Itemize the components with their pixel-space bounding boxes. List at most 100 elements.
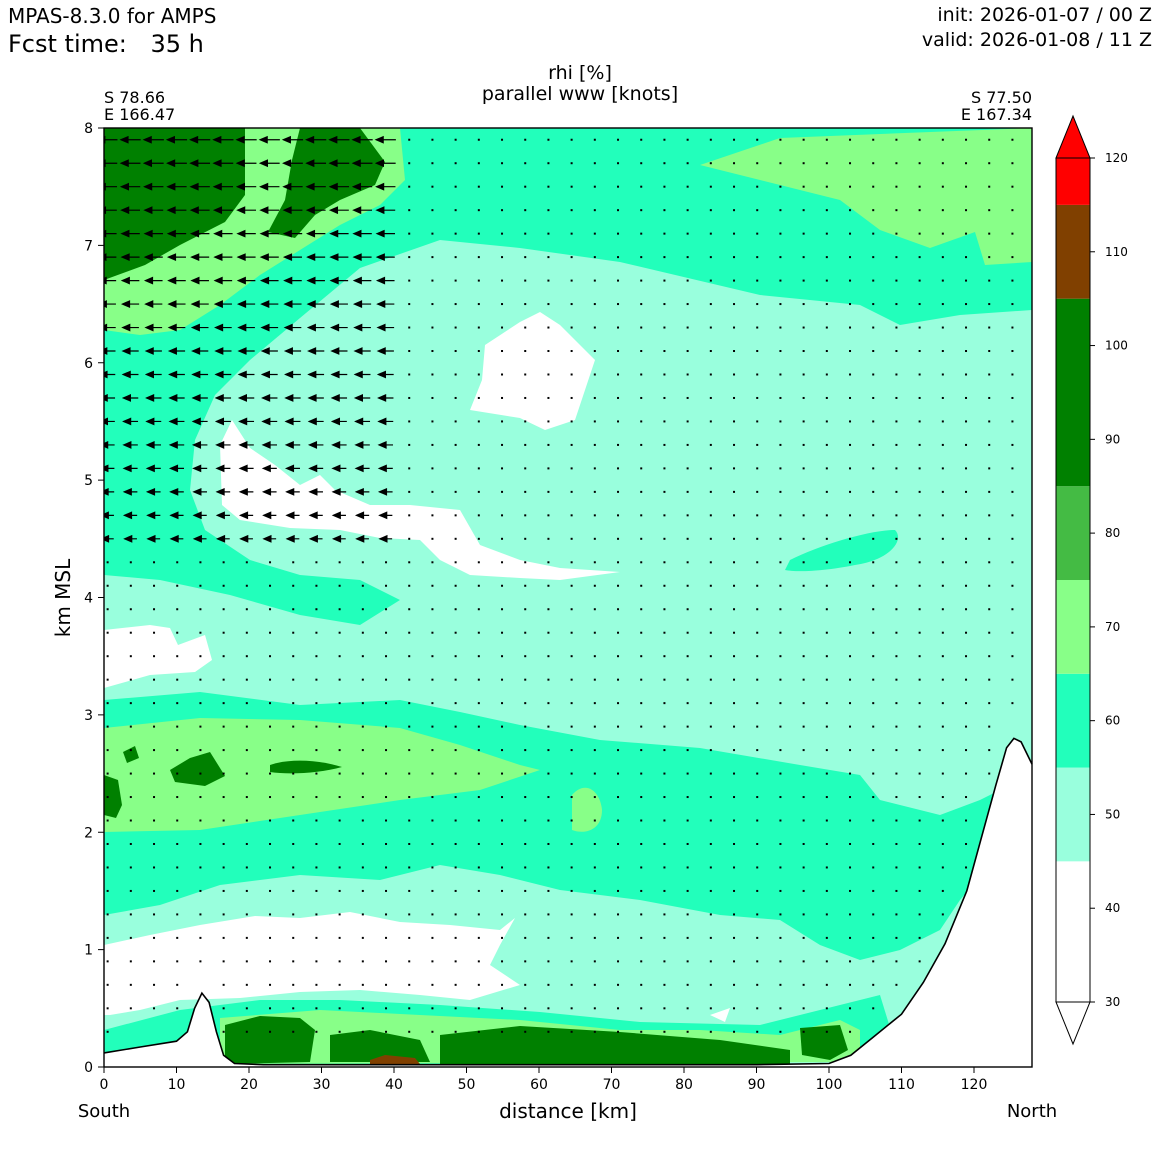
wind-vector [709,889,712,892]
wind-vector [408,631,411,634]
wind-vector [408,819,411,822]
wind-vector [918,913,921,916]
wind-vector [965,608,968,611]
end-lon: E 167.34 [961,105,1032,124]
wind-vector [756,913,759,916]
wind-vector [166,229,187,238]
wind-vector [315,936,318,939]
wind-vector [104,417,115,426]
wind-vector [292,749,295,752]
wind-vector [640,256,643,259]
wind-vector [709,866,712,869]
wind-vector [408,866,411,869]
end-lat: S 77.50 [971,88,1032,107]
wind-vector [988,162,991,165]
wind-vector [895,138,898,141]
wind-vector [709,303,712,306]
wind-vector [617,796,620,799]
wind-vector [153,819,156,822]
wind-vector [849,561,852,564]
wind-vector [454,138,457,141]
colorbar-tick-label: 80 [1105,526,1120,540]
wind-vector [686,467,689,470]
wind-vector [454,443,457,446]
rhi-fill-30-45-mid-patch [220,420,620,580]
wind-vector [988,373,991,376]
wind-vector [941,420,944,423]
wind-vector [199,842,202,845]
wind-vector [547,185,550,188]
wind-vector [292,561,295,564]
wind-vector [849,655,852,658]
wind-vector [129,913,132,916]
wind-vector [895,842,898,845]
wind-vector [617,490,620,493]
wind-vector [802,1030,805,1033]
wind-vector [245,983,248,986]
wind-vector [361,725,364,728]
wind-vector [756,772,759,775]
wind-vector [408,138,411,141]
wind-vector [756,209,759,212]
wind-vector [283,323,302,332]
wind-vector [129,678,132,681]
wind-vector [524,232,527,235]
wind-vector [895,279,898,282]
wind-vector [215,441,231,449]
wind-vector [663,608,666,611]
wind-vector [120,253,140,262]
wind-vector [431,936,434,939]
wind-vector [477,162,480,165]
wind-vector [617,1030,620,1033]
wind-vector [258,159,280,168]
wind-vector [308,511,323,520]
wind-vector [779,396,782,399]
wind-vector [663,420,666,423]
rhi-fill-55-65-upper [104,128,1032,625]
wind-vector [895,913,898,916]
wind-vector [965,443,968,446]
wind-vector [872,162,875,165]
wind-vector [663,303,666,306]
wind-vector [941,866,944,869]
wind-vector [431,443,434,446]
wind-vector [168,394,185,402]
wind-vector [524,819,527,822]
wind-vector [106,796,109,799]
rhi-fill-85-105-ground-1 [225,1016,315,1064]
wind-vector [802,678,805,681]
wind-vector [895,631,898,634]
wind-vector [106,749,109,752]
wind-vector [779,420,782,423]
wind-vector [431,913,434,916]
model-title: MPAS-8.3.0 for AMPS [8,4,217,28]
wind-vector [375,206,396,215]
wind-vector [802,443,805,446]
wind-vector [454,326,457,329]
wind-vector [872,772,875,775]
wind-vector [640,1007,643,1010]
wind-vector [547,373,550,376]
wind-vector [408,772,411,775]
wind-vector [686,373,689,376]
wind-vector [965,185,968,188]
wind-vector [222,796,225,799]
wind-vector [756,162,759,165]
wind-vector [378,534,393,543]
wind-vector [361,889,364,892]
wind-vector [802,396,805,399]
wind-vector [849,396,852,399]
wind-vector [918,655,921,658]
wind-vector [547,913,550,916]
wind-vector [570,772,573,775]
wind-vector [756,608,759,611]
wind-vector [849,866,852,869]
wind-vector [361,749,364,752]
wind-vector [454,373,457,376]
wind-vector [686,232,689,235]
wind-vector [331,441,347,449]
wind-vector [431,537,434,540]
wind-vector [153,584,156,587]
wind-vector [918,443,921,446]
wind-vector [779,913,782,916]
